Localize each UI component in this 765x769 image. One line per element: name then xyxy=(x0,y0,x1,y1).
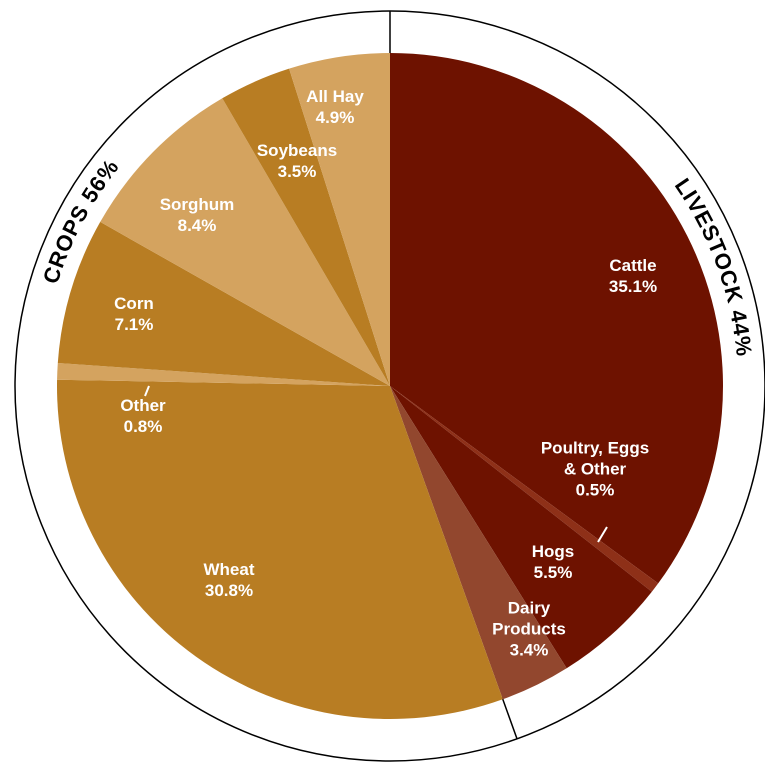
value-label-wheat: 30.8% xyxy=(205,581,253,600)
slice-soybeans xyxy=(222,68,390,386)
value-label-sorghum: 8.4% xyxy=(178,216,217,235)
slice-label-sorghum: Sorghum xyxy=(160,195,235,214)
slice-label-corn: Corn xyxy=(114,294,154,313)
value-label-hogs: 5.5% xyxy=(534,563,573,582)
value-label-all-hay: 4.9% xyxy=(316,108,355,127)
slice-poultry-eggs-and-other xyxy=(390,386,659,592)
slice-cattle xyxy=(390,53,724,584)
leader-line-poultry-eggs-and-other xyxy=(597,526,608,543)
slice-hogs xyxy=(390,386,652,669)
slice-all-hay xyxy=(289,53,390,386)
slice-label-hogs: Hogs xyxy=(532,542,575,561)
value-label-dairy-products: 3.4% xyxy=(510,640,549,659)
slice-wheat xyxy=(57,379,503,719)
slice-label-poultry-eggs-and-other: & Other xyxy=(564,459,627,478)
slice-corn xyxy=(57,221,391,386)
slice-sorghum xyxy=(100,98,390,386)
value-label-other: 0.8% xyxy=(124,417,163,436)
value-label-corn: 7.1% xyxy=(115,315,154,334)
slice-label-other: Other xyxy=(120,396,166,415)
slice-labels: Cattle 35.1% Poultry, Eggs & Other 0.5% Hogs 5… xyxy=(114,87,657,660)
slice-label-dairy-products: Products xyxy=(492,619,566,638)
value-label-cattle: 35.1% xyxy=(609,277,657,296)
slice-label-poultry-eggs-and-other: Poultry, Eggs xyxy=(541,438,649,457)
slice-dairy-products xyxy=(390,386,567,700)
slice-label-soybeans: Soybeans xyxy=(257,141,337,160)
slice-label-cattle: Cattle xyxy=(609,256,656,275)
leader-line-other xyxy=(144,385,150,397)
slice-label-dairy-products: Dairy xyxy=(508,598,551,617)
divider-bottom xyxy=(501,697,518,740)
value-label-soybeans: 3.5% xyxy=(278,162,317,181)
value-label-poultry-eggs-and-other: 0.5% xyxy=(576,480,615,499)
group-dividers xyxy=(389,11,518,740)
slice-other xyxy=(57,363,391,386)
slice-label-wheat: Wheat xyxy=(204,560,255,579)
leader-lines xyxy=(144,385,608,543)
slice-label-all-hay: All Hay xyxy=(306,87,364,106)
pie-slices xyxy=(57,53,724,719)
